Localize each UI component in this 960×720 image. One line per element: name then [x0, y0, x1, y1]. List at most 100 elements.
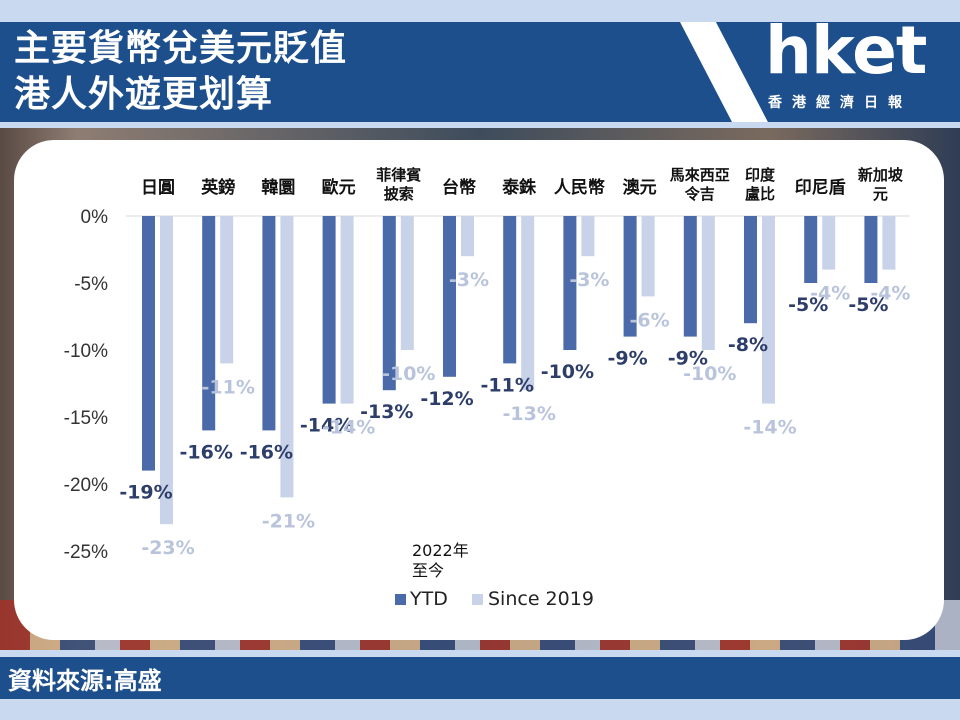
data-label-ytd: -11% — [481, 374, 534, 396]
category-label-line: 令吉 — [685, 185, 715, 203]
data-label-since-2019: -21% — [262, 510, 315, 532]
data-label-since-2019: -3% — [569, 269, 609, 291]
bar-since-2019 — [521, 216, 535, 391]
legend-swatch-since-2019 — [472, 594, 483, 605]
data-label-since-2019: -10% — [382, 363, 435, 385]
category-label-line: 馬來西亞 — [670, 166, 730, 184]
data-label-since-2019: -14% — [743, 417, 796, 439]
data-label-ytd: -9% — [668, 348, 708, 370]
data-label-since-2019: -10% — [683, 363, 736, 385]
y-tick-label: 0% — [81, 207, 109, 228]
bar-since-2019 — [340, 216, 354, 404]
brand-logo-panel: hket 香港經濟日報 — [680, 12, 960, 122]
category-label: 台幣 — [442, 177, 476, 198]
logo-stripe-graphic — [680, 22, 960, 122]
bar-ytd — [744, 216, 757, 324]
category-label: 新加坡元 — [858, 166, 903, 203]
bar-since-2019 — [160, 216, 173, 525]
bar-ytd — [563, 216, 577, 350]
bar-ytd — [142, 216, 155, 471]
bar-ytd — [202, 216, 216, 431]
data-label-ytd: -16% — [180, 441, 233, 463]
bar-ytd — [262, 216, 276, 431]
category-label-line: 歐元 — [322, 177, 356, 198]
y-tick-label: -20% — [64, 475, 108, 496]
data-label-ytd: -16% — [240, 441, 293, 463]
category-label-line: 泰銖 — [502, 177, 537, 198]
data-label-ytd: -19% — [119, 482, 172, 504]
category-label: 英鎊 — [201, 177, 235, 198]
data-labels: -19%-23%-16%-11%-16%-21%-14%-14%-13%-10%… — [119, 269, 910, 559]
legend-swatch-ytd — [395, 594, 406, 605]
category-label-line: 韓圜 — [261, 177, 295, 198]
category-label-line: 台幣 — [442, 177, 476, 198]
title-line-1: 主要貨幣兌美元貶值 — [14, 28, 348, 69]
category-label: 印度盧比 — [745, 166, 776, 203]
bars — [142, 216, 896, 525]
y-tick-label: -25% — [64, 542, 108, 563]
legend-label-since-2019: Since 2019 — [488, 588, 594, 610]
bar-ytd — [804, 216, 818, 283]
bar-since-2019 — [400, 216, 414, 350]
bar-since-2019 — [882, 216, 896, 270]
footer-banner: 資料來源:高盛 — [0, 657, 960, 699]
data-label-since-2019: -11% — [202, 376, 255, 398]
category-label-line: 元 — [873, 185, 888, 203]
source-note: 資料來源:高盛 — [8, 667, 162, 695]
brand-logo: hket — [765, 12, 927, 89]
title-line-2: 港人外遊更划算 — [14, 74, 274, 115]
bar-ytd — [443, 216, 456, 377]
data-label-ytd: -10% — [541, 361, 594, 383]
bar-ytd — [322, 216, 336, 404]
category-label-line: 英鎊 — [201, 177, 235, 198]
y-tick-label: -15% — [64, 408, 108, 429]
data-label-since-2019: -4% — [810, 283, 850, 305]
category-label-line: 日圓 — [141, 178, 175, 198]
category-label-line: 人民幣 — [554, 177, 605, 198]
legend-title-line: 2022年 — [412, 541, 469, 560]
data-label-ytd: -8% — [728, 334, 768, 356]
category-label-line: 印度 — [745, 166, 776, 184]
brand-logo-subtitle: 香港經濟日報 — [768, 95, 912, 111]
bar-since-2019 — [220, 216, 234, 364]
category-label-line: 披索 — [384, 185, 414, 203]
category-label: 菲律賓披索 — [376, 166, 421, 203]
legend-title: 2022年至今 — [412, 541, 469, 580]
bar-ytd — [623, 216, 637, 337]
category-label: 日圓 — [141, 178, 175, 198]
data-label-ytd: -9% — [608, 348, 648, 370]
data-label-ytd: -14% — [300, 415, 353, 437]
data-label-since-2019: -4% — [870, 283, 910, 305]
category-label: 泰銖 — [502, 177, 537, 198]
data-label-ytd: -5% — [788, 294, 828, 316]
legend-title-line: 至今 — [412, 561, 444, 580]
bar-since-2019 — [280, 216, 294, 498]
category-label-line: 盧比 — [745, 185, 775, 203]
y-axis: 0% -5% -10% -15% -20% -25% — [64, 207, 910, 563]
category-label: 韓圜 — [261, 177, 295, 198]
bar-ytd — [382, 216, 396, 391]
category-label: 澳元 — [623, 177, 657, 198]
data-label-since-2019: -13% — [503, 403, 556, 425]
category-label-line: 菲律賓 — [376, 166, 421, 184]
bar-since-2019 — [461, 216, 474, 257]
category-label: 人民幣 — [554, 177, 605, 198]
legend: 2022年至今 YTD Since 2019 — [395, 541, 594, 610]
data-label-since-2019: -14% — [322, 417, 375, 439]
bar-since-2019 — [762, 216, 775, 404]
bar-ytd — [683, 216, 697, 337]
category-label-line: 澳元 — [623, 177, 657, 198]
category-label-line: 新加坡 — [858, 166, 903, 184]
category-label-line: 印尼盾 — [795, 178, 846, 198]
data-label-since-2019: -3% — [449, 269, 489, 291]
y-tick-label: -10% — [64, 341, 108, 362]
bar-ytd — [864, 216, 878, 283]
bar-ytd — [503, 216, 517, 364]
bar-since-2019 — [581, 216, 595, 257]
page-title: 主要貨幣兌美元貶值 港人外遊更划算 — [14, 26, 347, 118]
category-label: 歐元 — [322, 177, 356, 198]
legend-label-ytd: YTD — [409, 588, 448, 610]
data-label-since-2019: -6% — [630, 309, 670, 331]
